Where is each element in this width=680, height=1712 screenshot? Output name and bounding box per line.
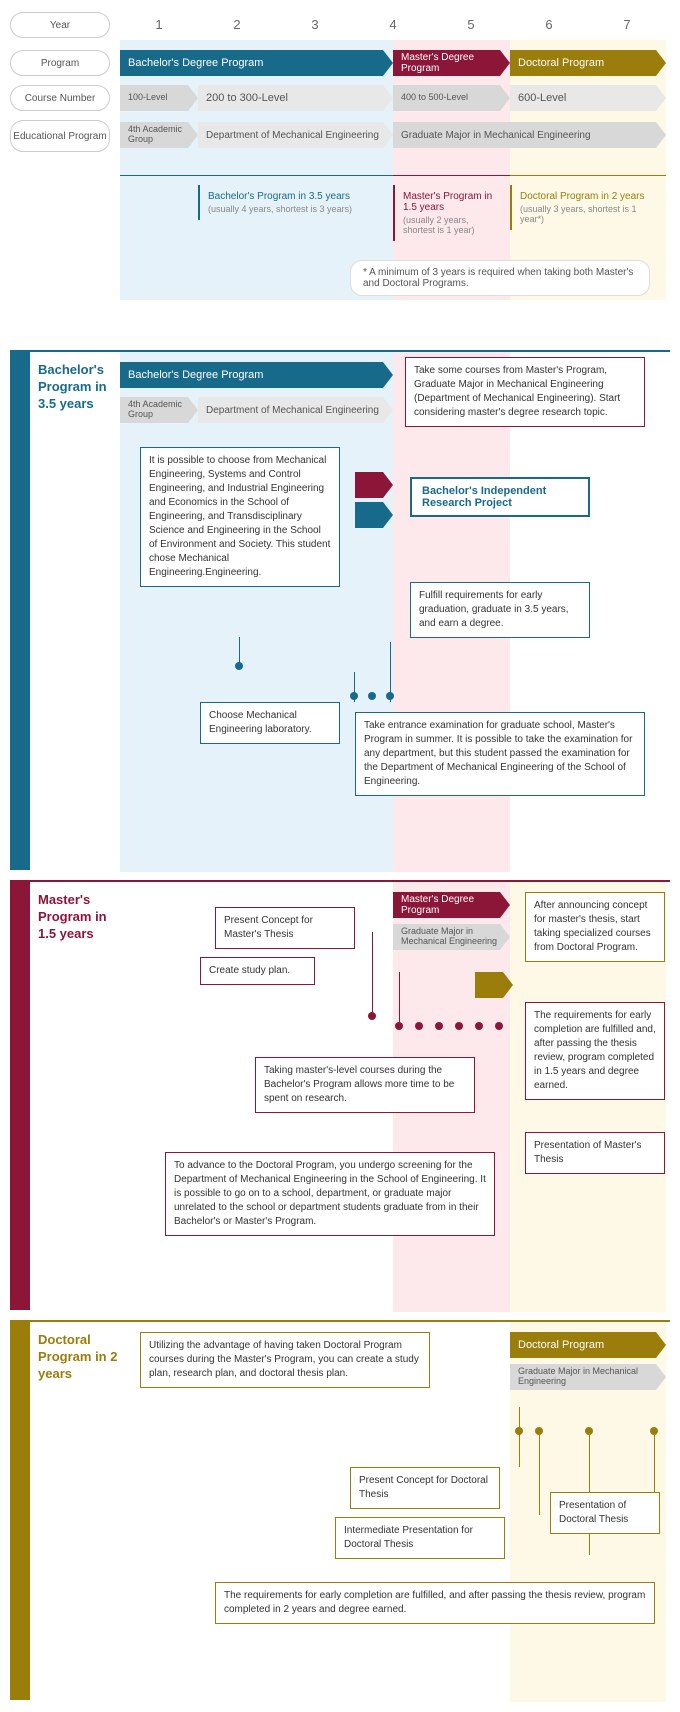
tint-bachelor xyxy=(120,40,393,300)
m-olive-stub xyxy=(475,972,503,998)
section-bar-teal xyxy=(10,352,30,870)
b-bar-group: 4th Academic Group xyxy=(120,397,188,423)
bar-600: 600-Level xyxy=(510,85,656,111)
bar-doctoral: Doctoral Program xyxy=(510,50,656,76)
year-1: 1 xyxy=(120,10,198,40)
dot xyxy=(475,1022,483,1030)
duration-bachelor: Bachelor's Program in 3.5 years (usually… xyxy=(198,185,378,220)
d-callout-inter: Intermediate Presentation for Doctoral T… xyxy=(335,1517,505,1559)
bar-master: Master's Degree Program xyxy=(393,50,500,76)
dot xyxy=(368,692,376,700)
m-callout-concept: Present Concept for Master's Thesis xyxy=(215,907,355,949)
label-course: Course Number xyxy=(10,85,110,111)
dot xyxy=(455,1022,463,1030)
bar-dept: Department of Mechanical Engineering xyxy=(198,122,383,148)
dot xyxy=(368,1012,376,1020)
section-master: Master's Program in 1.5 years Master's D… xyxy=(10,880,670,1310)
dot xyxy=(435,1022,443,1030)
dot xyxy=(495,1022,503,1030)
dur-b-title: Bachelor's Program in 3.5 years xyxy=(208,191,370,202)
m-callout-after: After announcing concept for master's th… xyxy=(525,892,665,962)
duration-doctoral: Doctoral Program in 2 years (usually 3 y… xyxy=(510,185,660,230)
m-bar-grad: Graduate Major in Mechanical Engineering xyxy=(393,924,500,950)
dur-b-sub: (usually 4 years, shortest is 3 years) xyxy=(208,204,370,214)
d-callout-util: Utilizing the advantage of having taken … xyxy=(140,1332,430,1388)
m-callout-req: The requirements for early completion ar… xyxy=(525,1002,665,1100)
year-6: 6 xyxy=(510,10,588,40)
dur-d-title: Doctoral Program in 2 years xyxy=(520,191,652,202)
b-callout-fulfill: Fulfill requirements for early graduatio… xyxy=(410,582,590,638)
d-callout-pres: Presentation of Doctoral Thesis xyxy=(550,1492,660,1534)
b-callout-exam: Take entrance examination for graduate s… xyxy=(355,712,645,796)
b-bar-dept: Department of Mechanical Engineering xyxy=(198,397,383,423)
b-bar-bachelor: Bachelor's Degree Program xyxy=(120,362,383,388)
bar-200: 200 to 300-Level xyxy=(198,85,383,111)
dot xyxy=(395,1022,403,1030)
year-5: 5 xyxy=(432,10,510,40)
dur-m-sub: (usually 2 years, shortest is 1 year) xyxy=(403,215,495,235)
m-callout-courses: Taking master's-level courses during the… xyxy=(255,1057,475,1113)
dot xyxy=(650,1427,658,1435)
b-teal-stub xyxy=(355,502,383,528)
overview-section: Year 1 2 3 4 5 6 7 Program Bachelor's De… xyxy=(10,10,670,340)
b-research-box: Bachelor's Independent Research Project xyxy=(410,477,590,517)
dot xyxy=(585,1427,593,1435)
label-edu: Educational Program xyxy=(10,120,110,152)
b-callout-lab: Choose Mechanical Engineering laboratory… xyxy=(200,702,340,744)
m-callout-advance: To advance to the Doctoral Program, you … xyxy=(165,1152,495,1236)
dur-m-title: Master's Program in 1.5 years xyxy=(403,191,495,213)
year-4: 4 xyxy=(354,10,432,40)
m-callout-pres: Presentation of Master's Thesis xyxy=(525,1132,665,1174)
year-row: 1 2 3 4 5 6 7 xyxy=(120,10,670,40)
year-3: 3 xyxy=(276,10,354,40)
bar-bachelor: Bachelor's Degree Program xyxy=(120,50,383,76)
d-bar-grad: Graduate Major in Mechanical Engineering xyxy=(510,1364,656,1390)
b-callout-choice: It is possible to choose from Mechanical… xyxy=(140,447,340,587)
section-doctoral: Doctoral Program in 2 years Doctoral Pro… xyxy=(10,1320,670,1700)
b-callout-take: Take some courses from Master's Program,… xyxy=(405,357,645,427)
footnote: * A minimum of 3 years is required when … xyxy=(350,260,650,296)
year-7: 7 xyxy=(588,10,666,40)
section-title-b: Bachelor's Program in 3.5 years xyxy=(38,362,118,413)
bar-100: 100-Level xyxy=(120,85,188,111)
d-callout-req: The requirements for early completion ar… xyxy=(215,1582,655,1624)
bar-grad: Graduate Major in Mechanical Engineering xyxy=(393,122,656,148)
section-bar-maroon xyxy=(10,882,30,1310)
section-bachelor: Bachelor's Program in 3.5 years Bachelor… xyxy=(10,350,670,870)
m-bar-master: Master's Degree Program xyxy=(393,892,500,918)
dot xyxy=(415,1022,423,1030)
label-year: Year xyxy=(10,12,110,38)
label-program: Program xyxy=(10,50,110,76)
d-callout-concept: Present Concept for Doctoral Thesis xyxy=(350,1467,500,1509)
year-2: 2 xyxy=(198,10,276,40)
duration-master: Master's Program in 1.5 years (usually 2… xyxy=(393,185,503,241)
bar-400: 400 to 500-Level xyxy=(393,85,500,111)
m-callout-plan: Create study plan. xyxy=(200,957,315,985)
dot xyxy=(535,1427,543,1435)
d-bar-doctoral: Doctoral Program xyxy=(510,1332,656,1358)
section-title-m: Master's Program in 1.5 years xyxy=(38,892,118,943)
section-bar-olive xyxy=(10,1322,30,1700)
section-title-d: Doctoral Program in 2 years xyxy=(38,1332,118,1383)
dur-d-sub: (usually 3 years, shortest is 1 year*) xyxy=(520,204,652,224)
b-maroon-stub xyxy=(355,472,383,498)
bar-group: 4th Academic Group xyxy=(120,122,188,148)
